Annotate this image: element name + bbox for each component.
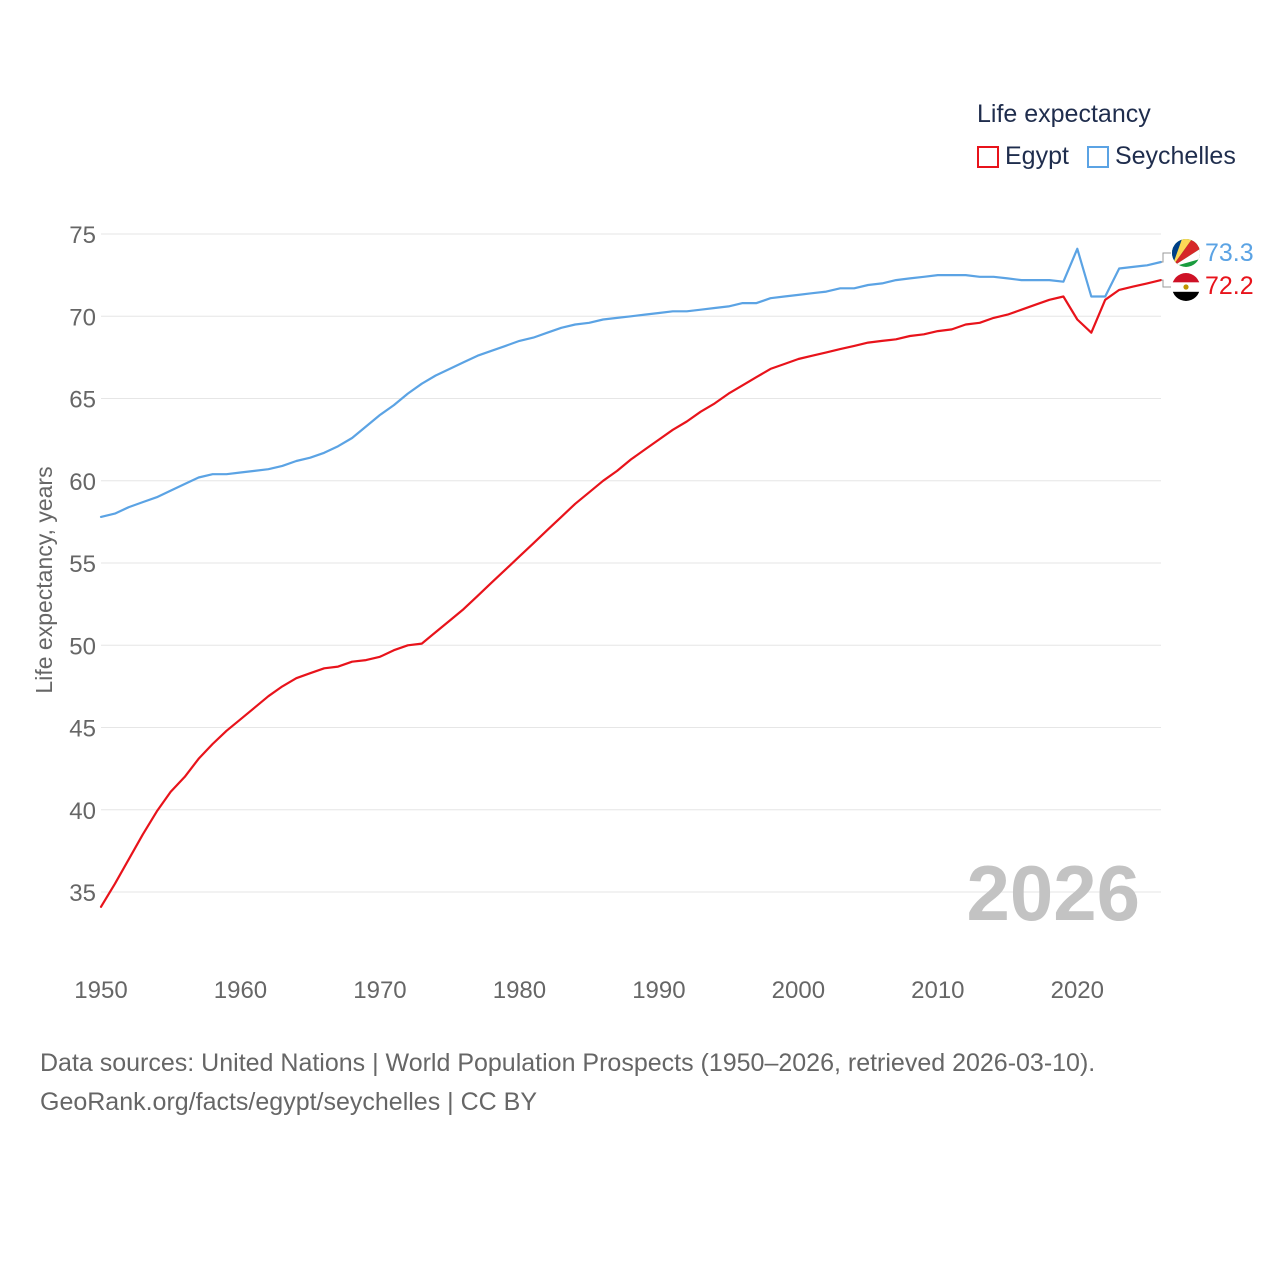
end-markers: 73.3 72.2 xyxy=(1161,239,1254,301)
data-source-footer: Data sources: United Nations | World Pop… xyxy=(40,1044,1095,1122)
legend-swatch-seychelles xyxy=(1086,145,1109,168)
attribution-line[interactable]: GeoRank.org/facts/egypt/seychelles | CC … xyxy=(40,1088,537,1116)
y-tick-label-70: 70 xyxy=(69,304,96,331)
y-tick-label-45: 45 xyxy=(69,716,96,743)
legend: Egypt Seychelles xyxy=(977,142,1254,171)
gridlines xyxy=(101,233,1161,893)
x-tick-label-1970: 1970 xyxy=(353,977,406,1004)
series-lines xyxy=(99,247,1163,908)
x-tick-label-1950: 1950 xyxy=(74,977,127,1004)
x-tick-label-2000: 2000 xyxy=(772,977,825,1004)
series-line-seychelles xyxy=(99,247,1163,519)
legend-item-seychelles[interactable]: Seychelles xyxy=(1086,142,1236,171)
y-tick-label-55: 55 xyxy=(69,551,96,578)
connector-seychelles xyxy=(1161,252,1171,263)
y-tick-label-40: 40 xyxy=(69,798,96,825)
x-axis-ticks: 1950 1960 1970 1980 1990 2000 2010 2020 xyxy=(74,977,1104,1004)
egypt-flag-icon xyxy=(1172,273,1200,301)
egypt-end-label: 72.2 xyxy=(1205,272,1254,300)
series-line-egypt xyxy=(99,279,1163,908)
y-axis-ticks: 35 40 45 50 55 60 65 70 75 xyxy=(69,222,96,907)
x-tick-label-1960: 1960 xyxy=(214,977,267,1004)
y-tick-label-60: 60 xyxy=(69,469,96,496)
legend-label-egypt: Egypt xyxy=(1005,142,1069,170)
y-axis-label: Life expectancy, years xyxy=(31,466,57,693)
legend-title: Life expectancy xyxy=(977,100,1151,128)
x-tick-label-1990: 1990 xyxy=(632,977,685,1004)
y-tick-label-50: 50 xyxy=(69,633,96,660)
legend-item-egypt[interactable]: Egypt xyxy=(977,142,1069,171)
legend-swatch-egypt xyxy=(977,145,999,168)
legend-label-seychelles: Seychelles xyxy=(1114,142,1236,170)
connector-egypt xyxy=(1161,279,1171,288)
y-tick-label-35: 35 xyxy=(69,880,96,907)
y-tick-label-65: 65 xyxy=(69,387,96,414)
y-tick-label-75: 75 xyxy=(69,222,96,249)
year-watermark: 2026 xyxy=(966,849,1140,937)
x-tick-label-2010: 2010 xyxy=(911,977,964,1004)
seychelles-flag-icon xyxy=(1172,239,1200,267)
source-line: Data sources: United Nations | World Pop… xyxy=(40,1049,1096,1077)
x-tick-label-1980: 1980 xyxy=(493,977,546,1004)
seychelles-end-label: 73.3 xyxy=(1205,239,1254,267)
x-tick-label-2020: 2020 xyxy=(1051,977,1104,1004)
